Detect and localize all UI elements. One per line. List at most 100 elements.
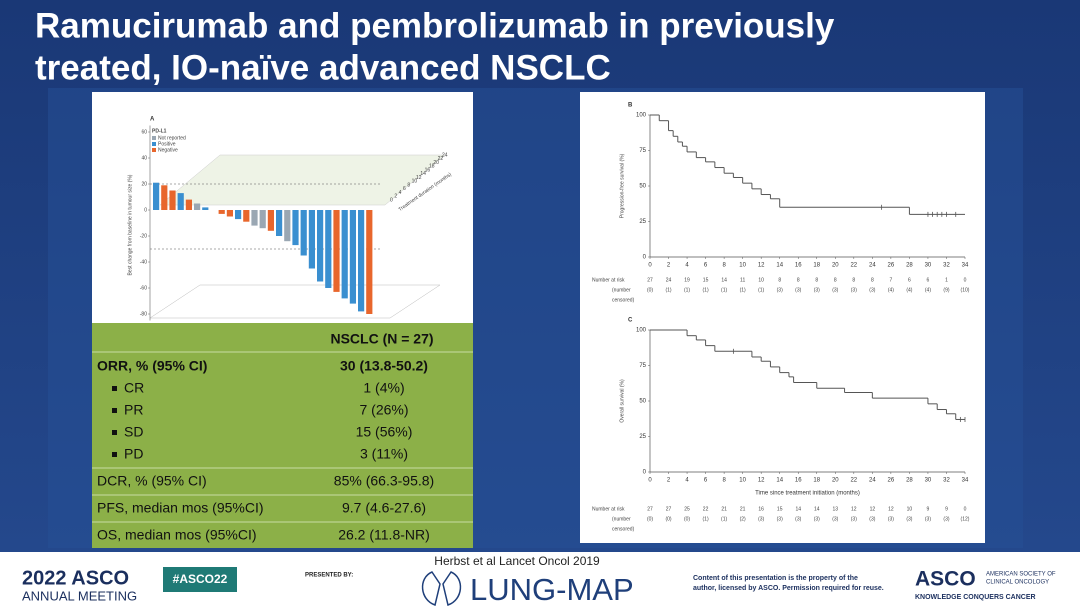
censored-count: (3)	[832, 287, 838, 293]
panel-label: C	[628, 318, 633, 324]
notice: Content of this presentation is the prop…	[693, 575, 858, 582]
y-tick-label: 75	[639, 148, 646, 154]
y-tick-label: -40	[140, 259, 147, 265]
legend-title: PD-L1	[152, 128, 167, 134]
at-risk: 13	[833, 506, 839, 512]
x-tick-label: 12	[758, 263, 765, 269]
society-sub: AMERICAN SOCIETY OF	[986, 572, 1056, 578]
at-risk: 22	[703, 506, 709, 512]
bar	[284, 210, 291, 242]
legend-label: Positive	[158, 141, 176, 147]
at-risk: 15	[777, 506, 783, 512]
at-risk: 27	[647, 277, 653, 283]
risk-label: (number	[612, 287, 631, 293]
bar	[325, 210, 332, 288]
duration-tick-label: 6	[403, 186, 406, 192]
x-tick-label: 28	[906, 263, 913, 269]
x-tick-label: 20	[832, 263, 839, 269]
bar	[300, 210, 307, 256]
bar	[194, 203, 201, 210]
duration-tick-label: 22	[438, 156, 444, 162]
society: ASCO	[915, 568, 976, 591]
figure-bc-panel	[580, 92, 985, 543]
x-tick-label: 16	[795, 263, 802, 269]
y-tick-label: 100	[636, 328, 647, 334]
x-tick-label: 0	[648, 263, 652, 269]
at-risk: 8	[852, 277, 855, 283]
x-tick-label: 14	[776, 478, 783, 484]
at-risk: 9	[945, 506, 948, 512]
censored-count: (1)	[740, 287, 746, 293]
x-tick-label: 4	[685, 263, 689, 269]
at-risk: 12	[888, 506, 894, 512]
x-tick-label: 2	[667, 263, 671, 269]
at-risk: 1	[945, 277, 948, 283]
legend-label: Not reported	[158, 135, 186, 141]
x-tick-label: 8	[722, 478, 726, 484]
x-tick-label: 30	[925, 478, 932, 484]
censored-count: (3)	[869, 287, 875, 293]
y-tick-label: 75	[639, 363, 646, 369]
y-axis-label: Progression-free survival (%)	[619, 153, 625, 218]
at-risk: 21	[721, 506, 727, 512]
duration-tick-label: 18	[429, 164, 435, 170]
censored-count: (0)	[665, 516, 671, 522]
society-sub: CLINICAL ONCOLOGY	[986, 580, 1049, 586]
bar	[243, 210, 250, 222]
duration-tick-label: 14	[420, 171, 426, 177]
bar	[358, 210, 365, 312]
duration-tick-label: 0	[390, 197, 393, 203]
x-tick-label: 18	[813, 478, 820, 484]
panel-label: A	[150, 117, 155, 123]
y-tick-label: 100	[636, 113, 647, 119]
subrow-label: PR	[124, 402, 143, 418]
subrow-label: PD	[124, 446, 143, 462]
x-tick-label: 4	[685, 478, 689, 484]
row-value: 9.7 (4.6-27.6)	[342, 500, 426, 516]
row-value: 26.2 (11.8-NR)	[338, 527, 430, 543]
row-label: DCR, % (95% CI)	[97, 473, 207, 489]
at-risk: 27	[647, 506, 653, 512]
subrow-label: SD	[124, 424, 143, 440]
duration-tick-label: 2	[394, 194, 397, 200]
censored-count: (3)	[832, 516, 838, 522]
row-label: PFS, median mos (95%CI)	[97, 500, 264, 516]
censored-count: (12)	[961, 516, 970, 522]
x-tick-label: 8	[722, 263, 726, 269]
y-tick-label: -80	[140, 311, 147, 317]
censored-count: (3)	[814, 516, 820, 522]
x-tick-label: 12	[758, 478, 765, 484]
bar	[177, 193, 184, 210]
x-tick-label: 26	[888, 263, 895, 269]
figure-a-panel	[92, 92, 473, 324]
bar	[161, 185, 168, 210]
censored-count: (3)	[795, 516, 801, 522]
title-line: treated, IO-naïve advanced NSCLC	[35, 48, 611, 87]
table-header: NSCLC (N = 27)	[330, 331, 433, 347]
censored-count: (9)	[943, 287, 949, 293]
at-risk: 0	[964, 277, 967, 283]
x-tick-label: 32	[943, 478, 950, 484]
at-risk: 8	[815, 277, 818, 283]
bar	[259, 210, 266, 229]
y-tick-label: 25	[639, 434, 646, 440]
y-tick-label: 20	[141, 181, 147, 187]
at-risk: 10	[758, 277, 764, 283]
meeting: 2022 ASCO	[22, 567, 129, 589]
duration-tick-label: 8	[407, 182, 410, 188]
bar	[235, 210, 242, 220]
bar	[251, 210, 258, 226]
censored-count: (1)	[684, 287, 690, 293]
at-risk: 12	[870, 506, 876, 512]
row-label: ORR, % (95% CI)	[97, 358, 207, 374]
x-tick-label: 32	[943, 263, 950, 269]
x-tick-label: 24	[869, 263, 876, 269]
bar	[292, 210, 299, 246]
censored-count: (3)	[795, 287, 801, 293]
at-risk: 8	[797, 277, 800, 283]
bar	[276, 210, 283, 236]
duration-tick-label: 24	[442, 152, 448, 158]
bar	[349, 210, 356, 304]
censored-count: (3)	[777, 287, 783, 293]
